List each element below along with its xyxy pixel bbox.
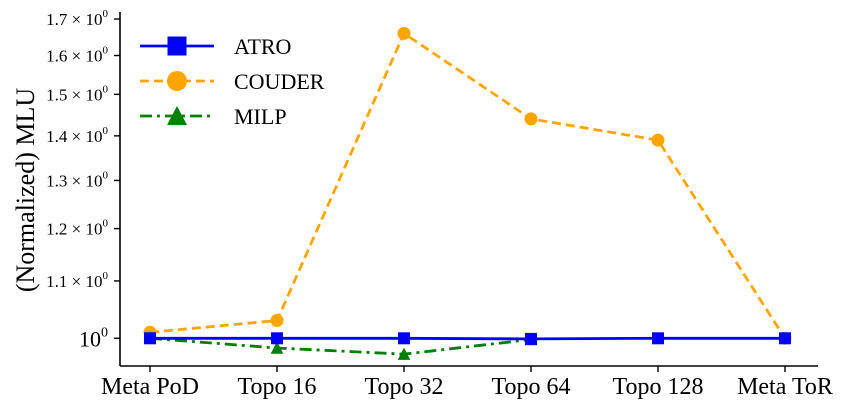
y-tick-label-base: 1.3 × 10 (46, 171, 102, 190)
y-tick-label-base: 1.2 × 10 (46, 220, 102, 239)
series-line (149, 31, 787, 340)
data-point (651, 133, 665, 147)
y-tick-label: 1.5 × 100 (46, 83, 108, 104)
x-tick-label: Topo 64 (492, 374, 571, 400)
y-tick-label: 1.4 × 100 (46, 125, 108, 146)
legend-marker (167, 71, 187, 91)
y-axis-title: (Normalized) MLU (11, 88, 40, 293)
y-tick-label-base: 10 (79, 326, 101, 351)
legend-entry: MILP (140, 104, 287, 129)
legend-entry: ATRO (140, 34, 291, 59)
data-point (270, 314, 284, 328)
data-point (144, 332, 156, 345)
y-tick-label-exponent: 0 (103, 218, 109, 230)
series-layer (143, 26, 792, 360)
x-tick-label: Meta ToR (737, 374, 833, 400)
series-atro (144, 332, 791, 345)
data-point (525, 332, 537, 345)
y-tick-label-exponent: 0 (103, 125, 109, 137)
x-ticks: Meta PoD Topo 16 Topo 32 Topo 64 Topo 128 Met… (101, 366, 833, 400)
y-tick-label: 1.2 × 100 (46, 218, 108, 239)
y-tick-label: 1.7 × 100 (46, 8, 108, 29)
x-tick-label: Topo 32 (365, 374, 444, 400)
data-point (270, 341, 284, 354)
data-point (271, 332, 283, 345)
y-tick-label-exponent: 0 (103, 8, 109, 20)
y-tick-label-exponent: 0 (103, 270, 109, 282)
legend-label: MILP (234, 104, 287, 129)
y-tick-label-exponent: 0 (101, 325, 108, 340)
y-tick-label-exponent: 0 (103, 83, 109, 95)
x-tick-label: Topo 16 (238, 374, 317, 400)
data-point (397, 26, 411, 40)
axes (119, 12, 818, 367)
y-tick-label: 100 (79, 325, 108, 351)
data-point (397, 347, 411, 360)
y-tick-label-base: 1.6 × 10 (46, 47, 102, 66)
legend-marker (167, 36, 187, 56)
legend-marker (167, 105, 187, 126)
series-line (149, 336, 532, 356)
legend-entry: COUDER (140, 69, 325, 94)
x-tick-label: Meta PoD (101, 374, 199, 400)
y-tick-label-base: 1.7 × 10 (46, 10, 102, 29)
y-tick-label-base: 1.1 × 10 (46, 272, 102, 291)
y-tick-label: 1.3 × 100 (46, 169, 108, 190)
y-tick-label-exponent: 0 (103, 45, 109, 57)
legend-label: ATRO (234, 34, 291, 59)
data-point (652, 332, 664, 345)
y-tick-label-exponent: 0 (103, 169, 109, 181)
series-milp (143, 331, 538, 360)
y-tick-label: 1.6 × 100 (46, 45, 108, 66)
y-tick-label-base: 1.5 × 10 (46, 85, 102, 104)
data-point (398, 332, 410, 345)
legend: ATRO COUDER MILP (140, 34, 325, 129)
data-point (524, 112, 538, 126)
legend-label: COUDER (234, 69, 325, 94)
y-tick-label-base: 1.4 × 10 (46, 127, 102, 146)
series-line (150, 336, 785, 341)
x-tick-label: Topo 128 (613, 374, 704, 400)
data-point (779, 332, 791, 345)
y-tick-label: 1.1 × 100 (46, 270, 108, 291)
